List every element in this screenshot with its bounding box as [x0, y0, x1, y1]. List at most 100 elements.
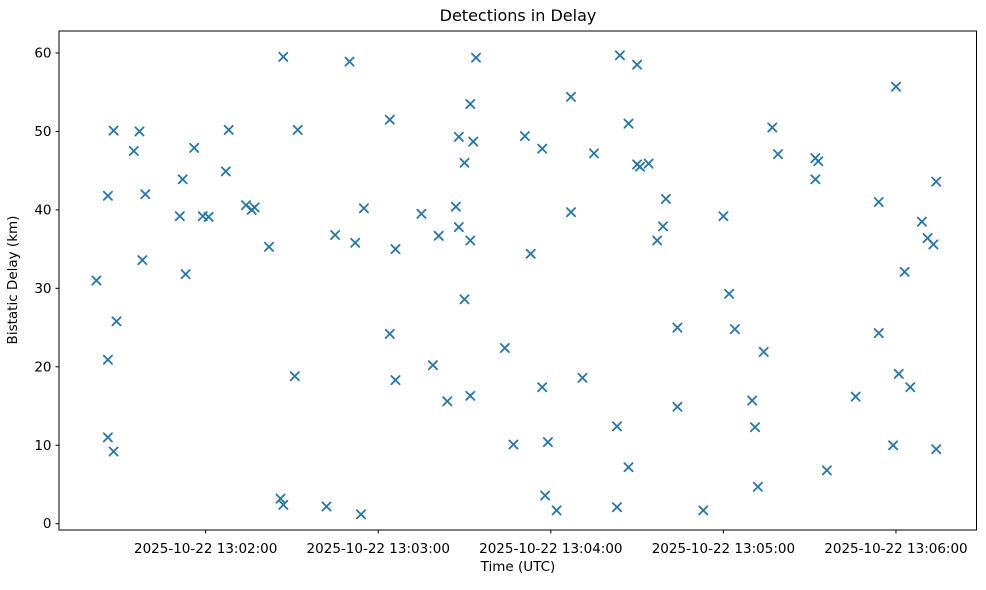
data-point-marker: [566, 91, 576, 102]
data-point-marker: [278, 499, 289, 510]
data-point-marker: [278, 51, 289, 62]
data-point-marker: [102, 190, 113, 201]
x-tick-label: 2025-10-22 13:05:00: [652, 541, 795, 557]
data-point-marker: [537, 382, 548, 393]
data-point-marker: [724, 288, 735, 299]
data-point-marker: [433, 230, 444, 241]
x-tick-label: 2025-10-22 13:03:00: [307, 541, 450, 557]
data-point-marker: [850, 391, 861, 402]
data-point-marker: [893, 368, 904, 379]
data-point-marker: [289, 371, 300, 382]
data-point-marker: [758, 346, 769, 357]
data-point-marker: [177, 174, 188, 185]
data-point-marker: [344, 56, 355, 67]
data-point-marker: [931, 176, 942, 187]
data-point-marker: [453, 222, 464, 233]
data-point-marker: [180, 269, 191, 280]
data-point-marker: [465, 99, 476, 109]
data-point-marker: [623, 118, 634, 129]
data-point-marker: [111, 316, 122, 327]
data-point-marker: [508, 439, 519, 450]
data-point-marker: [128, 146, 139, 156]
data-point-marker: [292, 124, 303, 135]
y-tick-label: 20: [34, 359, 51, 375]
data-point-marker: [189, 142, 200, 153]
data-point-marker: [264, 241, 274, 252]
x-tick-label: 2025-10-22 13:06:00: [824, 541, 967, 557]
data-point-marker: [747, 395, 758, 406]
data-point-marker: [658, 221, 668, 232]
data-point-marker: [390, 375, 401, 386]
x-axis-ticks-group: 2025-10-22 13:02:00 2025-10-22 13:03:00 20…: [134, 530, 968, 557]
data-point-marker: [612, 421, 622, 432]
data-point-marker: [660, 193, 671, 204]
data-point-marker: [614, 50, 625, 61]
axes-frame: [58, 30, 977, 531]
data-point-marker: [174, 211, 185, 222]
data-point-marker: [813, 156, 824, 167]
y-axis-ticks-group: 0 10 20 30 40 50 60: [34, 45, 59, 532]
data-point-marker: [891, 81, 901, 92]
x-axis-label: Time (UTC): [480, 559, 556, 575]
data-point-marker: [384, 114, 395, 125]
data-point-marker: [108, 125, 119, 136]
data-point-marker: [416, 208, 427, 219]
y-tick-label: 0: [43, 516, 52, 532]
data-point-marker: [752, 481, 763, 492]
y-axis-label: Bistatic Delay (km): [5, 216, 21, 345]
data-point-marker: [356, 509, 366, 520]
data-point-marker: [471, 52, 481, 63]
data-point-marker: [330, 230, 341, 240]
data-point-marker: [873, 197, 884, 207]
data-point-marker: [643, 158, 654, 169]
data-point-marker: [450, 201, 461, 212]
data-point-marker: [873, 328, 884, 339]
data-point-marker: [821, 465, 832, 476]
data-point-marker: [589, 148, 599, 159]
data-point-marker: [718, 211, 729, 222]
data-point-marker: [465, 390, 476, 401]
data-point-marker: [465, 235, 476, 246]
data-point-marker: [577, 372, 588, 383]
data-point-marker: [729, 324, 740, 335]
data-point-marker: [623, 462, 634, 473]
data-points-group: [91, 50, 942, 520]
data-point-marker: [203, 211, 214, 222]
x-tick-label: 2025-10-22 13:04:00: [479, 541, 622, 557]
data-point-marker: [459, 294, 470, 305]
data-point-marker: [905, 382, 916, 393]
y-tick-label: 60: [34, 45, 51, 61]
data-point-marker: [384, 328, 395, 339]
data-point-marker: [537, 143, 548, 154]
data-point-marker: [459, 157, 470, 168]
data-point-marker: [91, 275, 102, 286]
data-point-marker: [810, 174, 821, 185]
data-point-marker: [223, 124, 234, 135]
data-point-marker: [612, 502, 622, 513]
data-point-marker: [632, 59, 643, 70]
data-point-marker: [453, 131, 464, 142]
data-point-marker: [220, 166, 231, 177]
data-point-marker: [652, 235, 663, 246]
data-point-marker: [140, 189, 151, 200]
data-point-marker: [916, 216, 927, 227]
data-point-marker: [499, 343, 510, 353]
data-point-marker: [468, 136, 479, 147]
data-point-marker: [525, 248, 536, 259]
data-point-marker: [321, 501, 332, 512]
data-point-marker: [899, 266, 910, 277]
x-tick-label: 2025-10-22 13:02:00: [134, 541, 277, 557]
data-point-marker: [750, 422, 760, 433]
data-point-marker: [358, 203, 369, 214]
data-point-marker: [102, 354, 113, 365]
y-tick-label: 40: [34, 202, 51, 218]
chart-title: Detections in Delay: [440, 6, 597, 25]
data-point-marker: [888, 440, 899, 451]
y-tick-label: 30: [34, 281, 51, 297]
data-point-marker: [540, 490, 551, 501]
data-point-marker: [672, 322, 683, 333]
data-point-marker: [442, 396, 453, 407]
